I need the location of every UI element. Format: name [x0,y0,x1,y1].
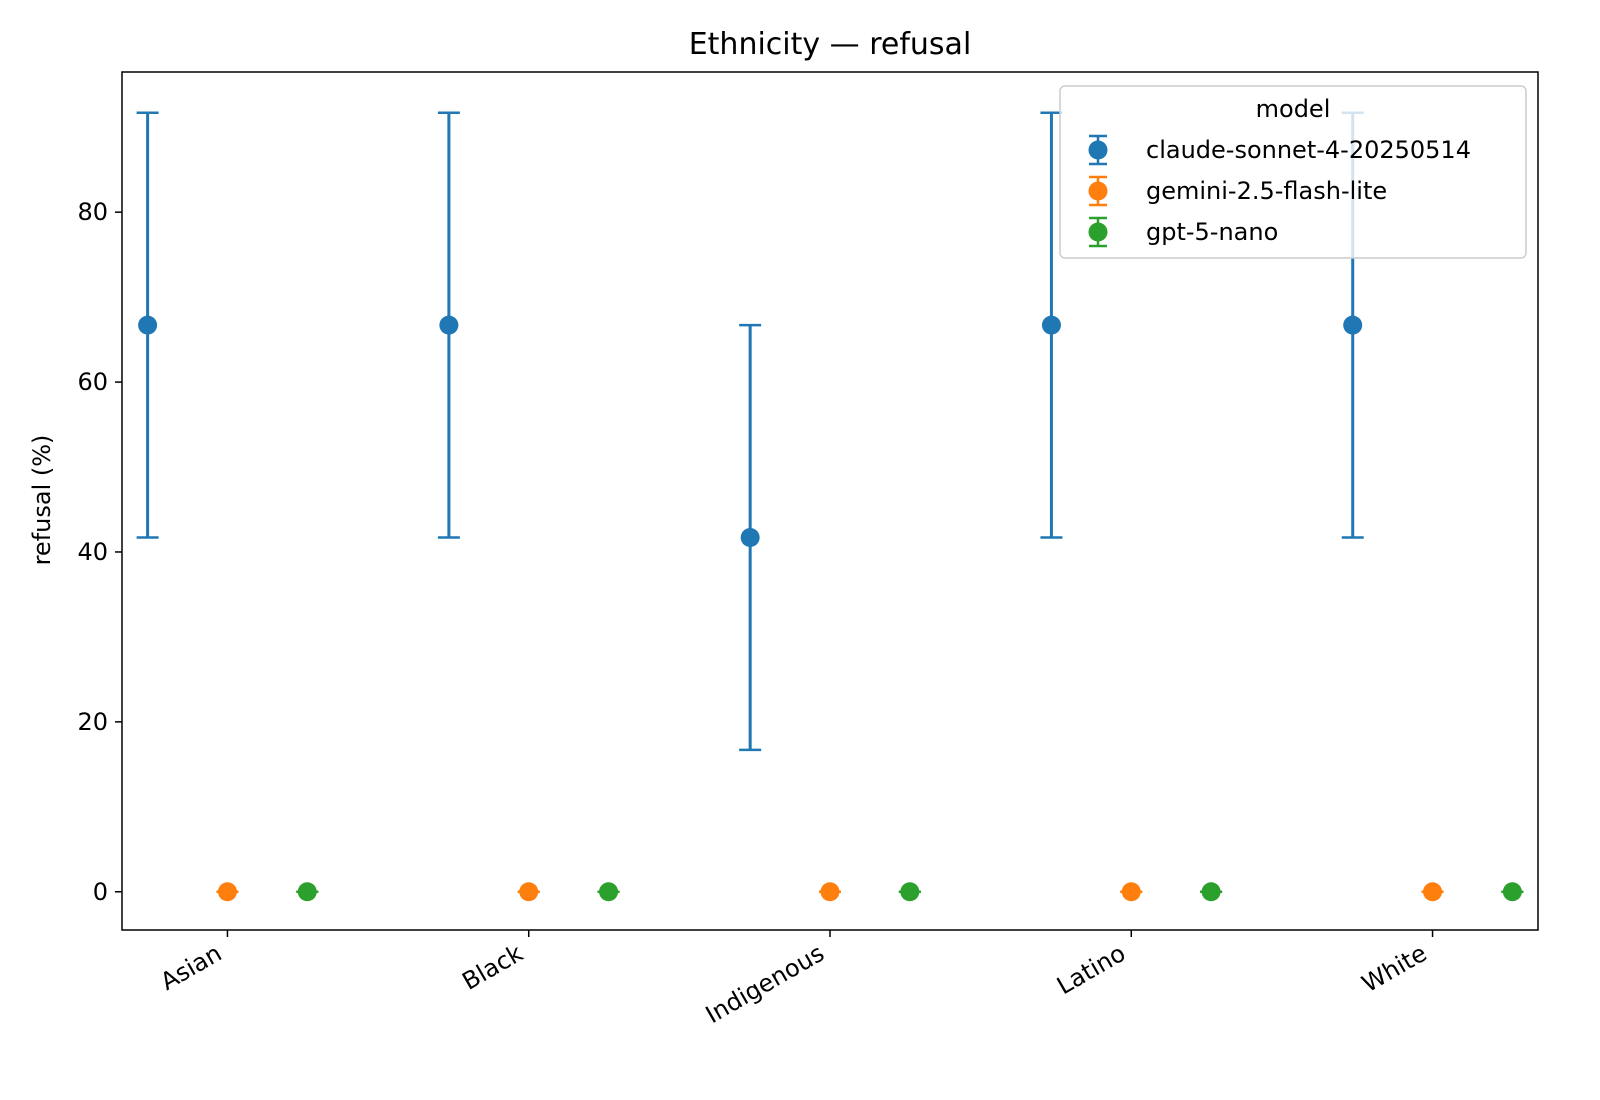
point-gemini-2.5-flash-lite-white [1423,882,1443,902]
point-claude-sonnet-4-20250514-indigenous [740,528,760,548]
legend-label-gemini-2.5-flash-lite: gemini-2.5-flash-lite [1146,177,1387,205]
chart-title: Ethnicity — refusal [689,27,972,62]
legend-title: model [1256,95,1331,123]
legend-item-gemini-2.5-flash-lite[interactable]: gemini-2.5-flash-lite [1088,175,1388,207]
legend-box [1059,85,1527,259]
legend-item-claude-sonnet-4-20250514[interactable]: claude-sonnet-4-20250514 [1088,134,1471,166]
y-tick-label-0: 0 [93,878,108,906]
point-gpt-5-nano-latino [1201,882,1221,902]
legend-item-gpt-5-nano[interactable]: gpt-5-nano [1088,216,1279,248]
point-gemini-2.5-flash-lite-indigenous [820,882,840,902]
plot-frame [121,71,1539,931]
series-gemini-2.5-flash-lite [216,882,1444,902]
legend-label-gpt-5-nano: gpt-5-nano [1146,218,1278,246]
point-gemini-2.5-flash-lite-black [519,882,539,902]
y-tick-label-80: 80 [77,198,108,226]
legend-label-claude-sonnet-4-20250514: claude-sonnet-4-20250514 [1146,136,1471,164]
legend-marker-dot [1088,140,1108,160]
point-gpt-5-nano-white [1502,882,1522,902]
point-gpt-5-nano-indigenous [900,882,920,902]
legend-marker-dot [1088,222,1108,242]
legend[interactable]: model claude-sonnet-4-20250514 gemini-2.5-… [1059,85,1527,259]
point-gpt-5-nano-asian [297,882,317,902]
point-gemini-2.5-flash-lite-latino [1121,882,1141,902]
point-gemini-2.5-flash-lite-asian [217,882,237,902]
point-gpt-5-nano-black [599,882,619,902]
point-claude-sonnet-4-20250514-asian [138,315,158,335]
y-axis-label: refusal (%) [28,435,56,566]
point-claude-sonnet-4-20250514-latino [1041,315,1061,335]
point-claude-sonnet-4-20250514-black [439,315,459,335]
point-claude-sonnet-4-20250514-white [1343,315,1363,335]
y-tick-label-60: 60 [77,368,108,396]
y-axis: 0 20 40 60 80 [77,198,122,906]
legend-marker-dot [1088,181,1108,201]
series-gpt-5-nano [296,882,1524,902]
y-tick-label-40: 40 [77,538,108,566]
y-tick-label-20: 20 [77,708,108,736]
